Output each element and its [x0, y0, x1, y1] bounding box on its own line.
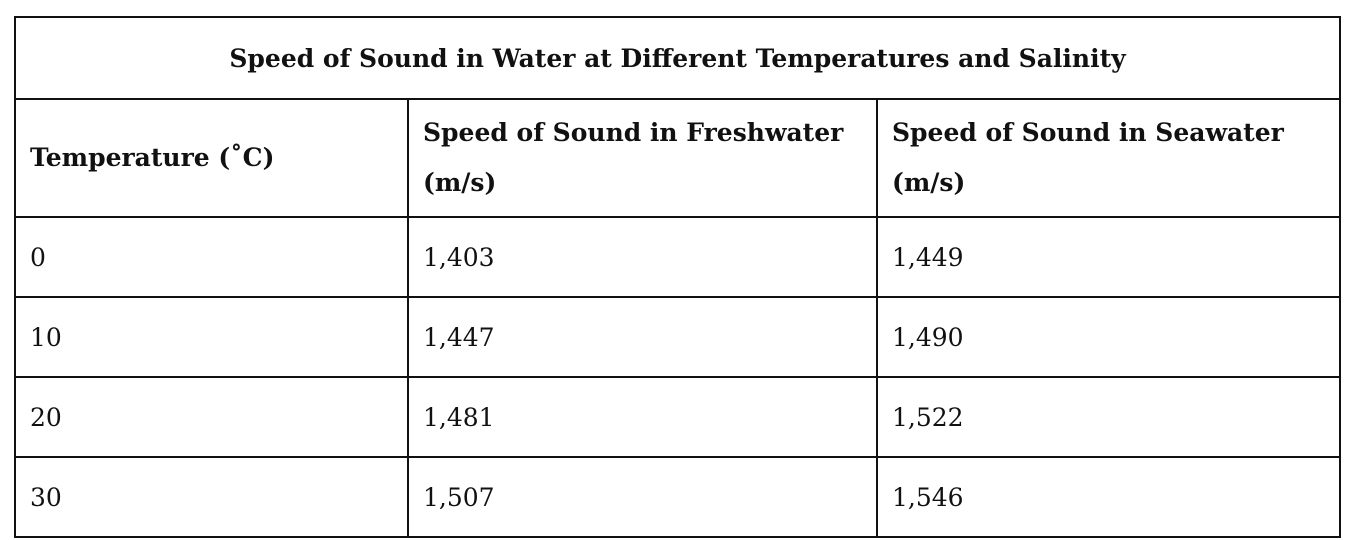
cell-seawater-speed: 1,546	[875, 456, 1342, 538]
table-row: 30 1,507 1,546	[14, 456, 1342, 538]
table-row: 10 1,447 1,490	[14, 296, 1342, 378]
column-header-seawater: Speed of Sound in Seawater (m/s)	[875, 98, 1342, 218]
data-table-container: Speed of Sound in Water at Different Tem…	[13, 16, 1342, 538]
cell-freshwater-speed: 1,481	[407, 376, 878, 458]
table-title-row: Speed of Sound in Water at Different Tem…	[13, 16, 1342, 100]
cell-seawater-speed: 1,490	[875, 296, 1342, 378]
table-row: 20 1,481 1,522	[14, 376, 1342, 458]
speed-of-sound-table: Speed of Sound in Water at Different Tem…	[13, 16, 1342, 538]
table-row: 0 1,403 1,449	[14, 216, 1342, 298]
cell-temperature: 10	[14, 296, 409, 378]
cell-temperature: 30	[14, 456, 409, 538]
table-header-row: Temperature (˚C) Speed of Sound in Fresh…	[14, 98, 1342, 218]
cell-seawater-speed: 1,522	[875, 376, 1342, 458]
cell-freshwater-speed: 1,507	[407, 456, 878, 538]
cell-temperature: 0	[14, 216, 409, 298]
cell-temperature: 20	[14, 376, 409, 458]
column-header-freshwater: Speed of Sound in Freshwater (m/s)	[407, 98, 878, 218]
cell-freshwater-speed: 1,403	[407, 216, 878, 298]
cell-seawater-speed: 1,449	[875, 216, 1342, 298]
cell-freshwater-speed: 1,447	[407, 296, 878, 378]
column-header-temperature: Temperature (˚C)	[14, 98, 409, 218]
table-title: Speed of Sound in Water at Different Tem…	[13, 16, 1342, 100]
